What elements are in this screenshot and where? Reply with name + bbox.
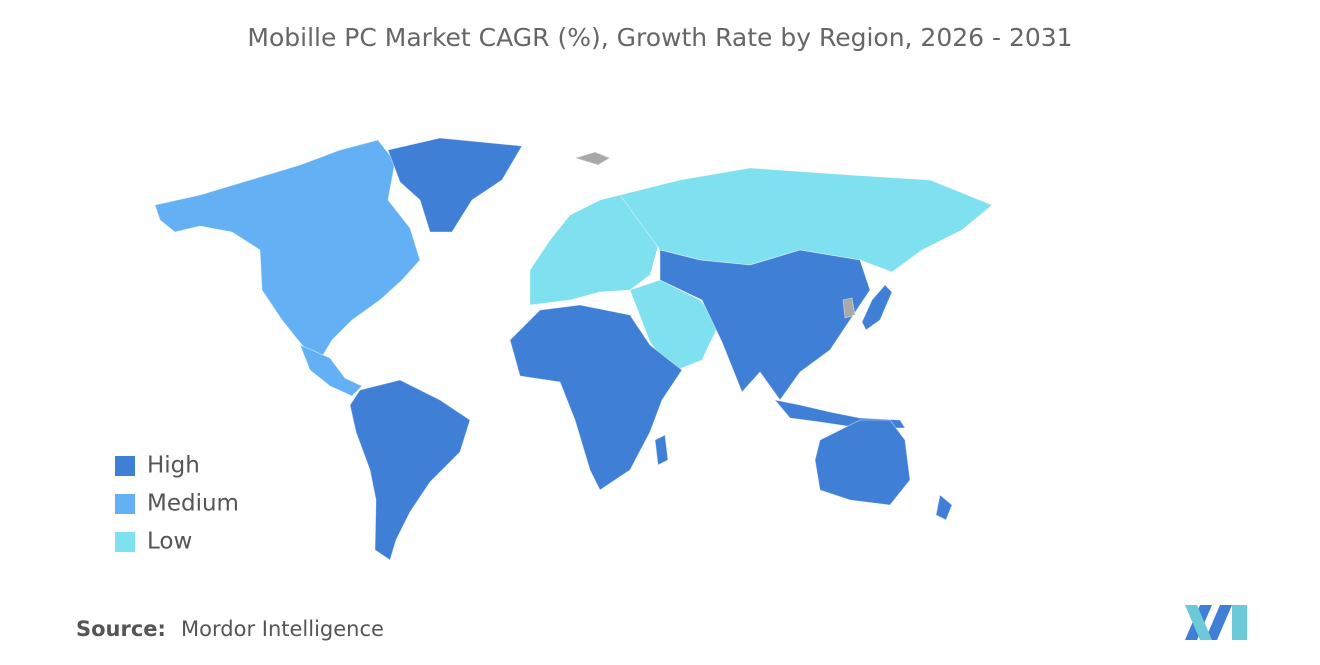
legend-swatch bbox=[115, 494, 135, 514]
north-america bbox=[154, 139, 421, 361]
legend-swatch bbox=[115, 456, 135, 476]
legend-label: High bbox=[147, 453, 200, 479]
australia bbox=[814, 419, 911, 506]
new-zealand bbox=[935, 494, 953, 521]
korea bbox=[842, 297, 856, 319]
legend-swatch bbox=[115, 532, 135, 552]
asia bbox=[659, 249, 871, 401]
madagascar bbox=[654, 434, 669, 466]
map-title: Mobille PC Market CAGR (%), Growth Rate … bbox=[247, 23, 1072, 52]
source: Source: Mordor Intelligence bbox=[76, 617, 384, 641]
world-map bbox=[154, 137, 993, 561]
logo bbox=[1185, 605, 1247, 640]
japan bbox=[861, 284, 893, 331]
south-america bbox=[349, 379, 471, 561]
source-text: Mordor Intelligence bbox=[181, 617, 384, 641]
legend: High Medium Low bbox=[115, 453, 239, 555]
africa bbox=[509, 304, 683, 491]
legend-label: Medium bbox=[147, 491, 239, 517]
central-america bbox=[299, 344, 363, 397]
svalbard bbox=[573, 151, 611, 166]
greenland bbox=[387, 137, 523, 233]
legend-label: Low bbox=[147, 529, 192, 555]
source-label: Source: bbox=[76, 617, 166, 641]
